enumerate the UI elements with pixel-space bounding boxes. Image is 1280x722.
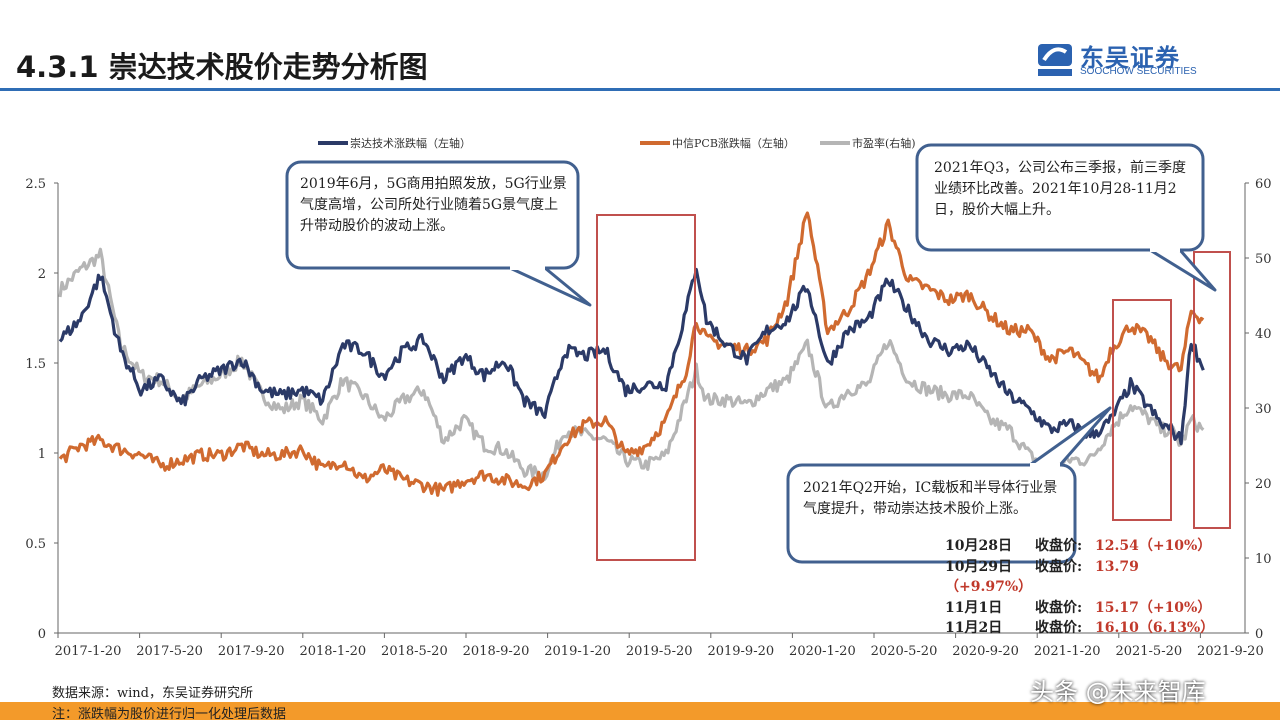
- logo-text-en: SOOCHOW SECURITIES: [1080, 66, 1197, 77]
- y-right-tick-label: 60: [1255, 177, 1272, 192]
- closing-label: 收盘价:: [1035, 538, 1083, 554]
- closing-value: 16.10（6.13%）: [1095, 620, 1215, 636]
- header-divider: [0, 88, 1280, 91]
- annotation-2021q2: 2021年Q2开始，IC载板和半导体行业景气度提升，带动崇达技术股价上涨。: [803, 480, 1058, 517]
- closing-label: 收盘价:: [1035, 558, 1083, 575]
- legend-label: 崇达技术涨跌幅（左轴）: [350, 136, 471, 150]
- y-right-tick-label: 20: [1255, 477, 1272, 492]
- y-right-tick-label: 50: [1255, 252, 1272, 267]
- closing-date: 10月29日: [945, 558, 1012, 575]
- highlight-box: [1112, 299, 1172, 521]
- x-tick-label: 2019-1-20: [544, 644, 611, 659]
- x-tick-label: 2021-5-20: [1115, 644, 1182, 659]
- y-left-tick-label: 2: [38, 267, 46, 282]
- legend-label: 中信PCB涨跌幅（左轴）: [672, 136, 795, 150]
- closing-label: 收盘价:: [1035, 620, 1083, 636]
- callout-bubble: [786, 406, 1112, 564]
- x-tick-label: 2018-9-20: [463, 644, 530, 659]
- series-line-1: [58, 211, 1205, 497]
- closing-price-row: 11月1日 收盘价: 15.17（+10%）: [945, 598, 1214, 619]
- y-right-tick-label: 0: [1255, 627, 1263, 642]
- closing-value: 12.54（+10%）: [1095, 538, 1212, 554]
- y-left-tick-label: 2.5: [25, 177, 46, 192]
- x-tick-label: 2020-5-20: [871, 644, 938, 659]
- x-tick-label: 2017-5-20: [136, 644, 203, 659]
- logo-text-cn: 东吴证券: [1080, 44, 1180, 72]
- watermark: 头条 @未来智库: [1030, 678, 1206, 706]
- closing-label: 收盘价:: [1035, 599, 1083, 616]
- closing-date: 11月2日: [945, 620, 1003, 636]
- annotation-2021q3: 2021年Q3，公司公布三季报，前三季度业绩环比改善。2021年10月28-11…: [934, 160, 1187, 218]
- callout-bubble: [285, 160, 592, 307]
- company-logo: 东吴证券 SOOCHOW SECURITIES: [1036, 42, 1216, 78]
- closing-price-row: 10月28日 收盘价: 12.54（+10%）: [945, 536, 1214, 557]
- x-tick-label: 2018-5-20: [381, 644, 448, 659]
- closing-price-row: 11月2日 收盘价: 16.10（6.13%）: [945, 618, 1214, 639]
- y-left-tick-label: 1: [38, 447, 46, 462]
- y-left-tick-label: 0.5: [25, 537, 46, 552]
- callout-bubble: [915, 143, 1217, 292]
- x-tick-label: 2017-9-20: [218, 644, 285, 659]
- x-tick-label: 2017-1-20: [55, 644, 122, 659]
- x-tick-label: 2020-1-20: [789, 644, 856, 659]
- closing-price-list: 10月28日 收盘价: 12.54（+10%） 10月29日 收盘价: 13.79 （+9.…: [945, 536, 1214, 639]
- series-line-0: [58, 267, 1205, 446]
- closing-date: 11月1日: [945, 599, 1003, 616]
- footnote: 注：涨跌幅为股价进行归一化处理后数据: [52, 707, 287, 722]
- page-title: 4.3.1 崇达技术股价走势分析图: [16, 50, 428, 84]
- x-tick-label: 2018-1-20: [299, 644, 366, 659]
- closing-change: （+9.97%）: [945, 579, 1033, 595]
- highlight-box: [1193, 251, 1231, 529]
- closing-value: 13.79: [1095, 558, 1139, 575]
- x-tick-label: 2021-1-20: [1034, 644, 1101, 659]
- x-tick-label: 2019-9-20: [707, 644, 774, 659]
- x-tick-label: 2021-9-20: [1197, 644, 1264, 659]
- y-left-tick-label: 1.5: [25, 357, 46, 372]
- x-tick-label: 2019-5-20: [626, 644, 693, 659]
- x-tick-label: 2020-9-20: [952, 644, 1019, 659]
- footer-band: [0, 702, 1280, 720]
- closing-price-row: （+9.97%）: [945, 577, 1214, 598]
- y-right-tick-label: 40: [1255, 327, 1272, 342]
- closing-value: 15.17（+10%）: [1095, 599, 1212, 616]
- logo-mark-icon: [1038, 44, 1072, 76]
- data-source: 数据来源：wind，东吴证券研究所: [52, 686, 253, 701]
- legend-label: 市盈率(右轴): [852, 136, 916, 150]
- annotation-2019: 2019年6月，5G商用拍照发放，5G行业景气度高增，公司所处行业随着5G景气度…: [300, 176, 567, 234]
- y-left-tick-label: 0: [38, 627, 46, 642]
- highlight-box: [596, 214, 696, 561]
- closing-price-row: 10月29日 收盘价: 13.79: [945, 557, 1214, 578]
- y-right-tick-label: 10: [1255, 552, 1272, 567]
- y-right-tick-label: 30: [1255, 402, 1272, 417]
- closing-date: 10月28日: [945, 538, 1012, 554]
